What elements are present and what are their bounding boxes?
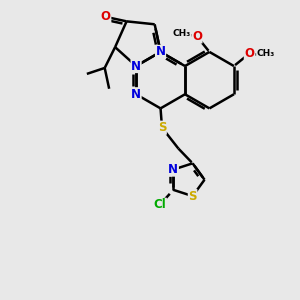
Text: S: S [188, 190, 197, 202]
Text: O: O [101, 11, 111, 23]
Text: CH₃: CH₃ [256, 49, 275, 58]
Text: CH₃: CH₃ [172, 29, 190, 38]
Text: S: S [158, 121, 166, 134]
Text: O: O [192, 30, 202, 43]
Text: N: N [131, 88, 141, 101]
Text: N: N [168, 163, 178, 176]
Text: O: O [244, 47, 254, 60]
Text: N: N [155, 45, 166, 58]
Text: N: N [131, 59, 141, 73]
Text: Cl: Cl [154, 198, 166, 211]
